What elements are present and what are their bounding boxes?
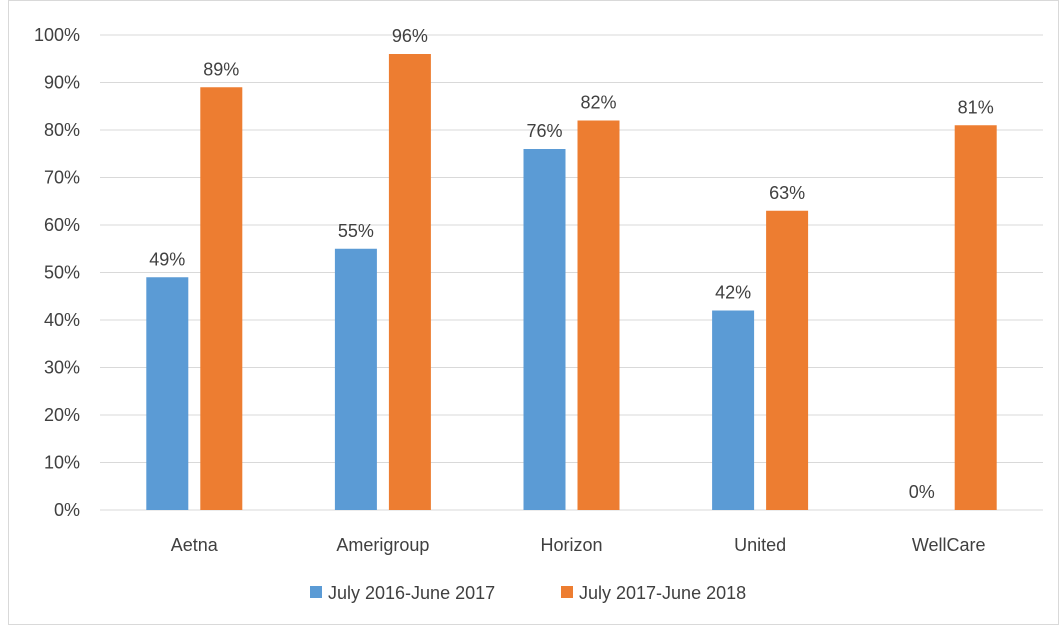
legend-label: July 2017-June 2018 [579,583,746,603]
data-label: 42% [715,283,751,303]
data-label: 55% [338,221,374,241]
y-tick-label: 70% [44,168,80,188]
y-tick-label: 50% [44,263,80,283]
bar-series2 [766,210,809,510]
data-label: 96% [392,26,428,46]
y-tick-label: 40% [44,310,80,330]
data-label: 81% [958,97,994,117]
y-tick-label: 10% [44,453,80,473]
category-label: Amerigroup [336,535,429,555]
bar-series1 [146,277,189,510]
bar-series1 [523,149,566,510]
y-tick-label: 100% [34,25,80,45]
data-label: 82% [580,93,616,113]
y-tick-label: 20% [44,405,80,425]
category-label: United [734,535,786,555]
y-tick-label: 60% [44,215,80,235]
y-tick-label: 90% [44,73,80,93]
y-tick-label: 30% [44,358,80,378]
legend-swatch [561,586,573,598]
y-tick-label: 80% [44,120,80,140]
y-tick-label: 0% [54,500,80,520]
category-label: Aetna [171,535,219,555]
bar-series2 [388,54,431,510]
data-label: 89% [203,59,239,79]
bar-series2 [954,125,997,510]
bar-series1 [712,310,755,510]
data-label: 0% [909,482,935,502]
data-label: 76% [526,121,562,141]
bar-series2 [200,87,243,510]
data-label: 63% [769,183,805,203]
bar-series2 [577,120,620,510]
category-label: WellCare [912,535,986,555]
category-label: Horizon [540,535,602,555]
legend-label: July 2016-June 2017 [328,583,495,603]
bar-series1 [334,248,377,510]
data-label: 49% [149,249,185,269]
legend-swatch [310,586,322,598]
